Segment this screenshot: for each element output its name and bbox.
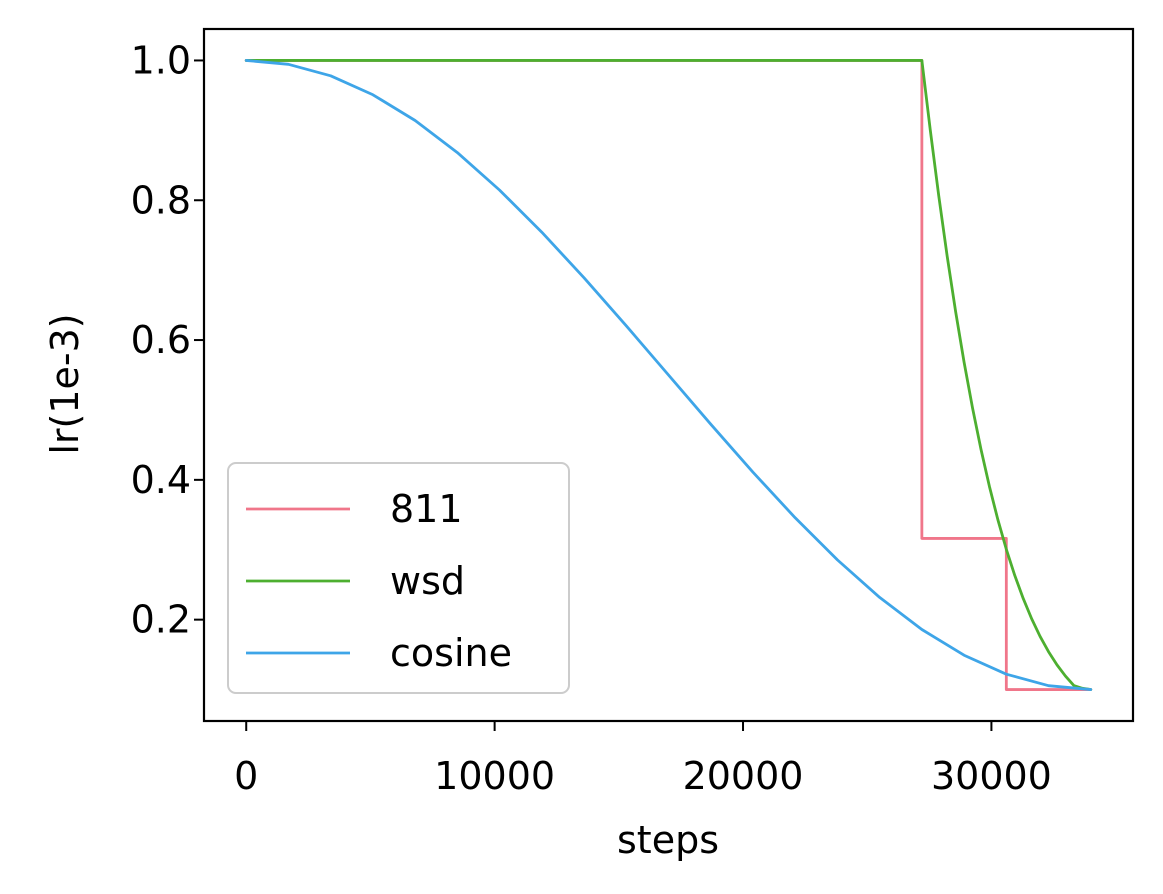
series-line-wsd [244,59,1093,691]
legend: 811 wsd cosine [227,462,570,694]
y-tick-label: 0.8 [131,178,191,222]
series-layer [244,59,1093,691]
y-axis-label: lr(1e-3) [43,313,87,454]
y-tick-label: 0.2 [131,598,191,642]
x-tick-label: 30000 [931,754,1052,798]
legend-label-wsd: wsd [390,559,465,603]
series-line-cosine [244,59,1093,691]
x-axis-label: steps [617,818,719,862]
y-axis: 0.2 0.4 0.6 0.8 1.0 [131,38,204,642]
plot-area-frame [202,27,1135,723]
x-tick-label: 20000 [683,754,804,798]
x-tick-label: 10000 [434,754,555,798]
legend-frame [227,462,570,694]
y-tick-label: 0.4 [131,458,191,502]
x-axis: 0 10000 20000 30000 [234,721,1052,798]
legend-label-cosine: cosine [390,631,512,675]
y-tick-label: 0.6 [131,318,191,362]
x-tick-label: 0 [234,754,258,798]
y-tick-label: 1.0 [131,38,191,82]
legend-label-811: 811 [390,487,463,531]
